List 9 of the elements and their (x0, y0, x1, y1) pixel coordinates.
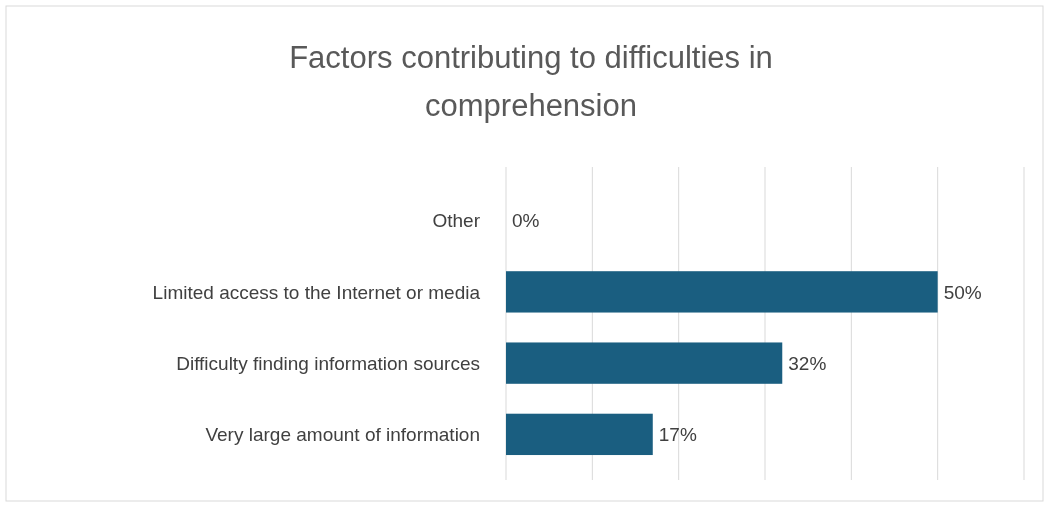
y-tick-label: Other (432, 210, 481, 232)
data-label: 32% (788, 352, 827, 374)
y-tick-label: Difficulty finding information sources (176, 352, 480, 374)
data-label: 17% (658, 424, 697, 446)
y-tick-label: Limited access to the Internet or media (152, 281, 481, 303)
y-tick-label: Very large amount of information (205, 424, 480, 446)
data-label: 0% (512, 210, 540, 232)
chart-title: Factors contributing to difficulties in comprehension (289, 40, 773, 123)
data-label: 50% (943, 281, 982, 303)
